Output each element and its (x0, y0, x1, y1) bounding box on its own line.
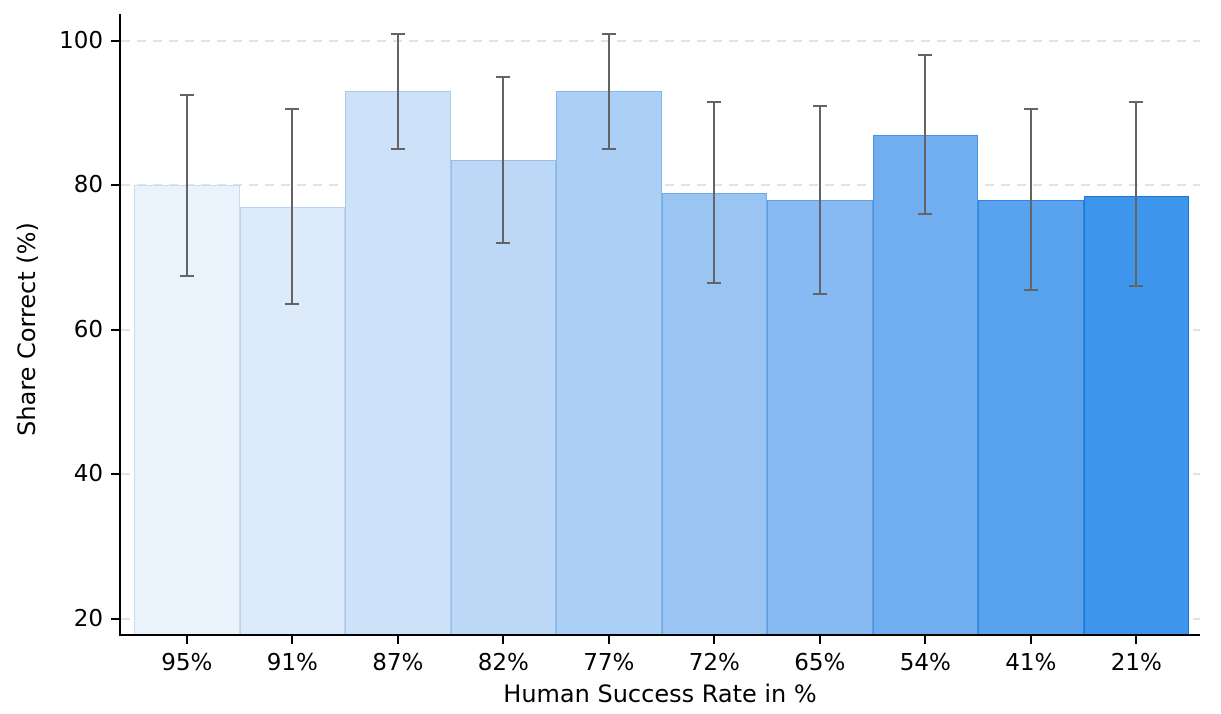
error-bar-cap-bottom (285, 303, 300, 306)
x-tick-label: 91% (266, 650, 318, 676)
error-bar-cap-top (1129, 101, 1144, 104)
y-tick-mark (111, 328, 119, 331)
x-tick-mark (185, 636, 188, 644)
x-tick-label: 41% (1005, 650, 1057, 676)
error-bar (185, 94, 188, 276)
error-bar (607, 33, 610, 150)
x-tick-mark (1029, 636, 1032, 644)
error-bar-cap-top (390, 32, 405, 35)
error-bar-cap-bottom (1023, 289, 1038, 292)
error-bar (1135, 102, 1138, 287)
y-tick-mark (111, 184, 119, 187)
x-tick-label: 65% (794, 650, 846, 676)
error-bar-cap-top (918, 54, 933, 57)
error-bar-cap-bottom (1129, 285, 1144, 288)
y-tick-label: 40 (73, 461, 103, 488)
error-bar-cap-bottom (179, 274, 194, 277)
x-tick-mark (713, 636, 716, 644)
error-bar (713, 102, 716, 283)
error-bar-cap-top (1023, 108, 1038, 111)
y-tick-mark (111, 39, 119, 42)
y-tick-label: 100 (59, 27, 103, 54)
x-tick-mark (502, 636, 505, 644)
error-bar (291, 109, 294, 305)
error-bar-cap-top (496, 75, 511, 78)
error-bar (502, 76, 505, 244)
error-bar (818, 105, 821, 294)
error-bar-cap-bottom (707, 281, 722, 284)
x-tick-label: 95% (161, 650, 213, 676)
x-tick-label: 54% (899, 650, 951, 676)
error-bar-cap-bottom (812, 292, 827, 295)
error-bar-cap-top (812, 104, 827, 107)
x-tick-mark (291, 636, 294, 644)
error-bar-cap-bottom (390, 148, 405, 151)
y-tick-mark (111, 473, 119, 476)
x-tick-mark (1135, 636, 1138, 644)
error-bar-cap-bottom (601, 148, 616, 151)
gridline (121, 39, 1200, 42)
bar (345, 91, 451, 634)
y-tick-label: 60 (73, 316, 103, 343)
error-bar-cap-bottom (918, 213, 933, 216)
error-bar-cap-top (601, 32, 616, 35)
x-tick-label: 82% (477, 650, 529, 676)
x-tick-label: 87% (372, 650, 424, 676)
plot-area: 95% 91% 87% 82% 77% 72% 65% 54% 41% 21% 20 40 60 80 10… (59, 14, 1200, 676)
y-axis-title: Share Correct (%) (13, 222, 41, 436)
x-tick-mark (607, 636, 610, 644)
error-bar (396, 33, 399, 150)
bar (556, 91, 662, 634)
x-tick-mark (924, 636, 927, 644)
error-bar-cap-top (285, 108, 300, 111)
y-tick-label: 80 (73, 172, 103, 199)
x-axis-title: Human Success Rate in % (503, 680, 817, 708)
error-bar-cap-top (707, 101, 722, 104)
error-bar (1029, 109, 1032, 291)
x-tick-label: 21% (1110, 650, 1162, 676)
x-tick-label: 72% (688, 650, 740, 676)
x-tick-label: 77% (583, 650, 635, 676)
error-bar-cap-top (179, 93, 194, 96)
y-tick-label: 20 (73, 605, 103, 632)
x-tick-mark (396, 636, 399, 644)
error-bar (924, 55, 927, 215)
error-bar-cap-bottom (496, 242, 511, 245)
x-tick-mark (818, 636, 821, 644)
y-tick-mark (111, 617, 119, 620)
